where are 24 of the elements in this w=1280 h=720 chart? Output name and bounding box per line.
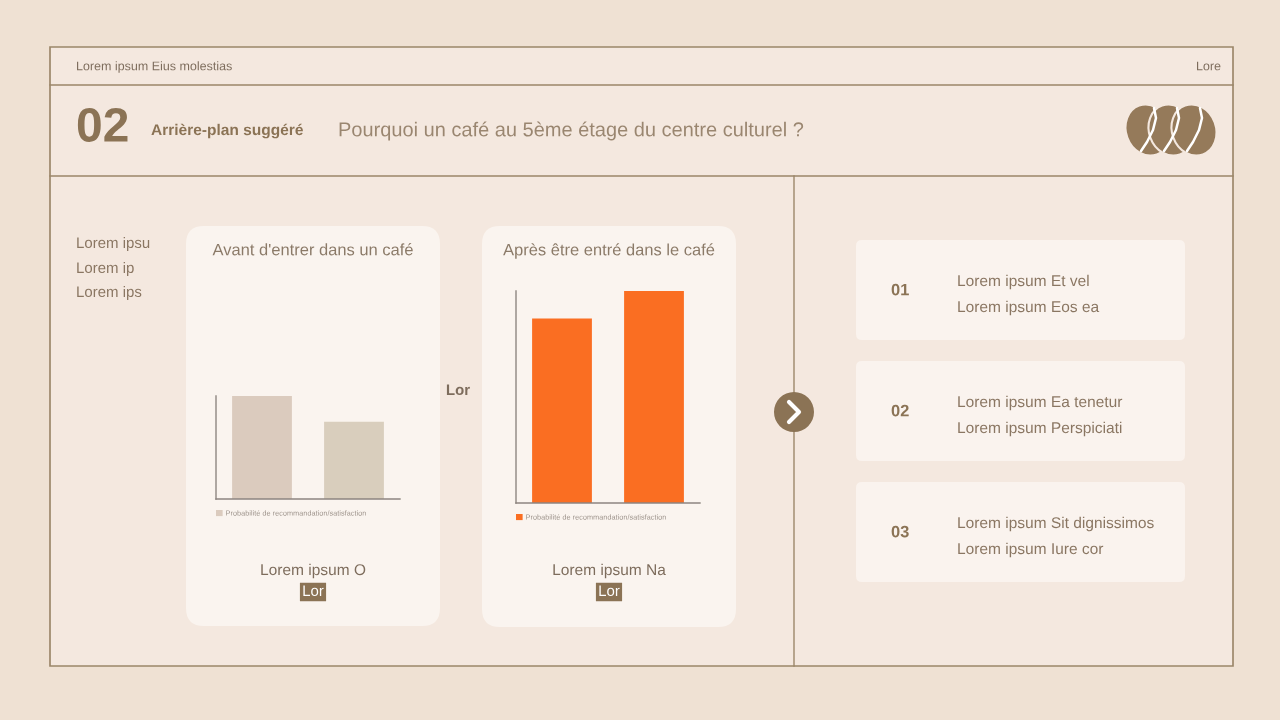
text: 03 — [891, 525, 909, 538]
text: Lorem ipsum Iure cor — [958, 542, 1104, 558]
text: Lor — [599, 585, 620, 597]
text: Lorem ipsum Et vel — [958, 274, 1089, 290]
text: Lorem ipsum Eos ea — [958, 300, 1100, 316]
text: Lorem ipsum Na — [553, 563, 666, 579]
text: Lore — [1197, 61, 1221, 71]
text: Lorem ipsum Sit dignissimos — [958, 516, 1154, 532]
text: Pourquoi un café au 5ème étage du centre culturel ? — [339, 121, 804, 141]
text: 02 — [77, 107, 128, 142]
text: Lorem ipsum O — [261, 563, 366, 579]
text: Lorem ipsum Eius molestias — [77, 61, 232, 73]
chart-title: Après être entré dans le café — [503, 243, 715, 259]
text: Lorem ipsu — [77, 237, 150, 251]
text: Lor — [446, 384, 470, 396]
chart-title: Avant d'entrer dans un café — [212, 243, 413, 256]
text: 01 — [891, 283, 909, 296]
text: 02 — [891, 404, 909, 417]
text: Lorem ipsum Ea tenetur — [958, 395, 1123, 411]
text: Arrière-plan suggéré — [151, 123, 303, 139]
text: Lorem ip — [77, 262, 134, 276]
text: Lorem ips — [77, 286, 142, 300]
text: Lor — [303, 585, 324, 597]
text: Lorem ipsum Perspiciati — [958, 421, 1122, 437]
